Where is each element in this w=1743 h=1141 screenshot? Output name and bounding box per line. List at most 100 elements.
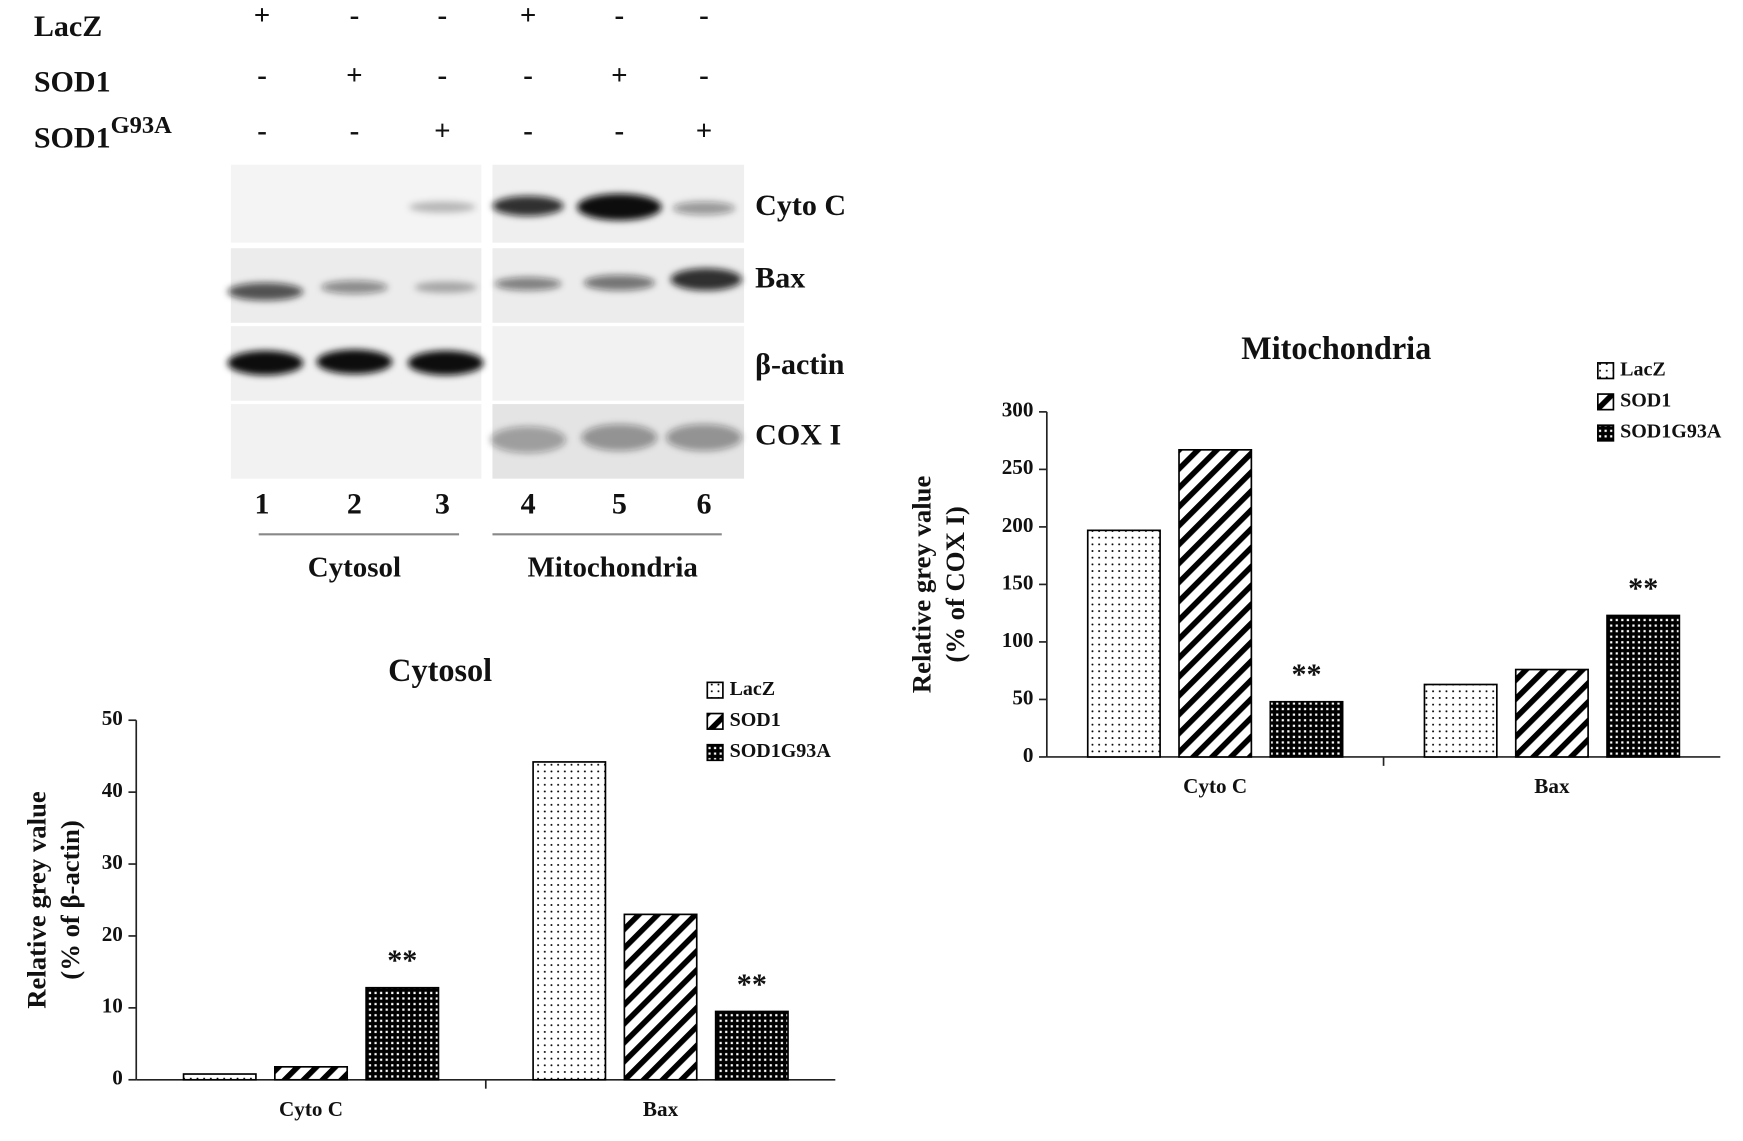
y-tick-label: 0 — [1023, 743, 1034, 767]
chart-title: Mitochondria — [1241, 330, 1431, 366]
row-label: SOD1G93A — [34, 112, 172, 155]
sign: + — [520, 0, 536, 31]
legend-label: SOD1G93A — [730, 740, 832, 762]
bar — [274, 1065, 349, 1081]
blot-panel — [492, 326, 745, 401]
x-tick-label: Cyto C — [1183, 774, 1247, 798]
bar — [1606, 614, 1681, 758]
sign: - — [257, 115, 267, 147]
sign: + — [254, 0, 271, 31]
sign: - — [615, 115, 625, 147]
band — [583, 274, 655, 291]
band — [581, 424, 658, 451]
band — [670, 268, 742, 291]
x-tick-label: Cyto C — [279, 1097, 343, 1121]
y-tick-label: 250 — [1002, 455, 1034, 479]
protein-label: Cyto C — [755, 188, 846, 222]
significance: ** — [1628, 571, 1658, 605]
sign: - — [699, 0, 709, 31]
y-tick-label: 50 — [1012, 685, 1033, 709]
lane-number: 5 — [612, 486, 627, 520]
significance: ** — [737, 967, 767, 1001]
bar — [1514, 668, 1589, 758]
y-tick-label: 50 — [102, 706, 123, 730]
band — [577, 193, 662, 221]
sign: - — [350, 115, 360, 147]
fraction-label: Cytosol — [308, 552, 401, 584]
sign: + — [611, 60, 628, 92]
sign: + — [696, 115, 712, 147]
y-axis-label: (% of COX I) — [940, 506, 970, 663]
sign: - — [523, 60, 533, 92]
y-tick-label: 300 — [1002, 398, 1034, 422]
protein-label: Bax — [755, 260, 805, 294]
lane-number: 4 — [521, 486, 536, 520]
y-tick-label: 200 — [1002, 513, 1034, 537]
bar — [1178, 448, 1253, 758]
significance: ** — [1291, 657, 1321, 691]
lane-number: 1 — [255, 486, 270, 520]
row-label: LacZ — [34, 9, 102, 43]
sign: + — [346, 60, 363, 92]
sign: - — [350, 0, 360, 31]
western-blot — [227, 164, 745, 536]
band — [666, 424, 742, 451]
legend-label: SOD1G93A — [1620, 421, 1722, 443]
sign: - — [699, 60, 709, 92]
protein-label: β-actin — [755, 347, 845, 381]
legend-swatch — [706, 681, 724, 699]
legend-swatch — [1597, 424, 1615, 442]
legend-label: SOD1 — [1620, 389, 1671, 411]
bar — [1086, 529, 1161, 758]
y-axis-label: Relative grey value — [22, 791, 52, 1009]
sign: - — [523, 115, 533, 147]
y-tick-label: 10 — [102, 994, 123, 1018]
y-axis-label: Relative grey value — [907, 476, 937, 694]
bar — [532, 761, 607, 1081]
band — [407, 350, 484, 376]
band — [408, 201, 476, 213]
y-tick-label: 40 — [102, 778, 123, 802]
bar — [623, 913, 698, 1081]
row-label-sup: G93A — [111, 112, 173, 139]
bar — [365, 986, 440, 1081]
lane-number: 2 — [347, 486, 362, 520]
sign: - — [438, 0, 448, 31]
bar — [1269, 700, 1344, 758]
bar — [182, 1073, 257, 1081]
band — [227, 350, 304, 376]
legend-label: SOD1 — [730, 709, 781, 731]
fraction-label: Mitochondria — [527, 552, 698, 584]
row-label: SOD1 — [34, 64, 111, 98]
sign: - — [257, 60, 267, 92]
y-tick-label: 30 — [102, 850, 123, 874]
band — [494, 277, 562, 291]
band — [227, 282, 304, 301]
sign: - — [438, 60, 448, 92]
legend-swatch — [1597, 362, 1615, 380]
chart-title: Cytosol — [388, 652, 492, 688]
x-tick-label: Bax — [1534, 774, 1570, 798]
row-label-main: LacZ — [34, 9, 102, 43]
y-tick-label: 100 — [1002, 628, 1034, 652]
bar — [1423, 683, 1498, 758]
lane-number: 6 — [696, 486, 711, 520]
blot-panel — [230, 404, 482, 479]
band — [490, 426, 566, 454]
legend-swatch — [706, 712, 724, 730]
band — [321, 280, 388, 294]
y-tick-label: 0 — [112, 1066, 123, 1090]
y-tick-label: 20 — [102, 922, 123, 946]
legend-swatch — [706, 743, 724, 762]
band — [492, 195, 564, 216]
y-tick-label: 150 — [1002, 570, 1034, 594]
row-label-main: SOD1 — [34, 64, 111, 98]
band — [414, 281, 477, 293]
legend-label: LacZ — [730, 678, 776, 700]
protein-label: COX I — [755, 417, 841, 451]
bar — [714, 1010, 789, 1081]
band — [672, 201, 736, 215]
sign: + — [434, 115, 451, 147]
legend-label: LacZ — [1620, 358, 1666, 380]
